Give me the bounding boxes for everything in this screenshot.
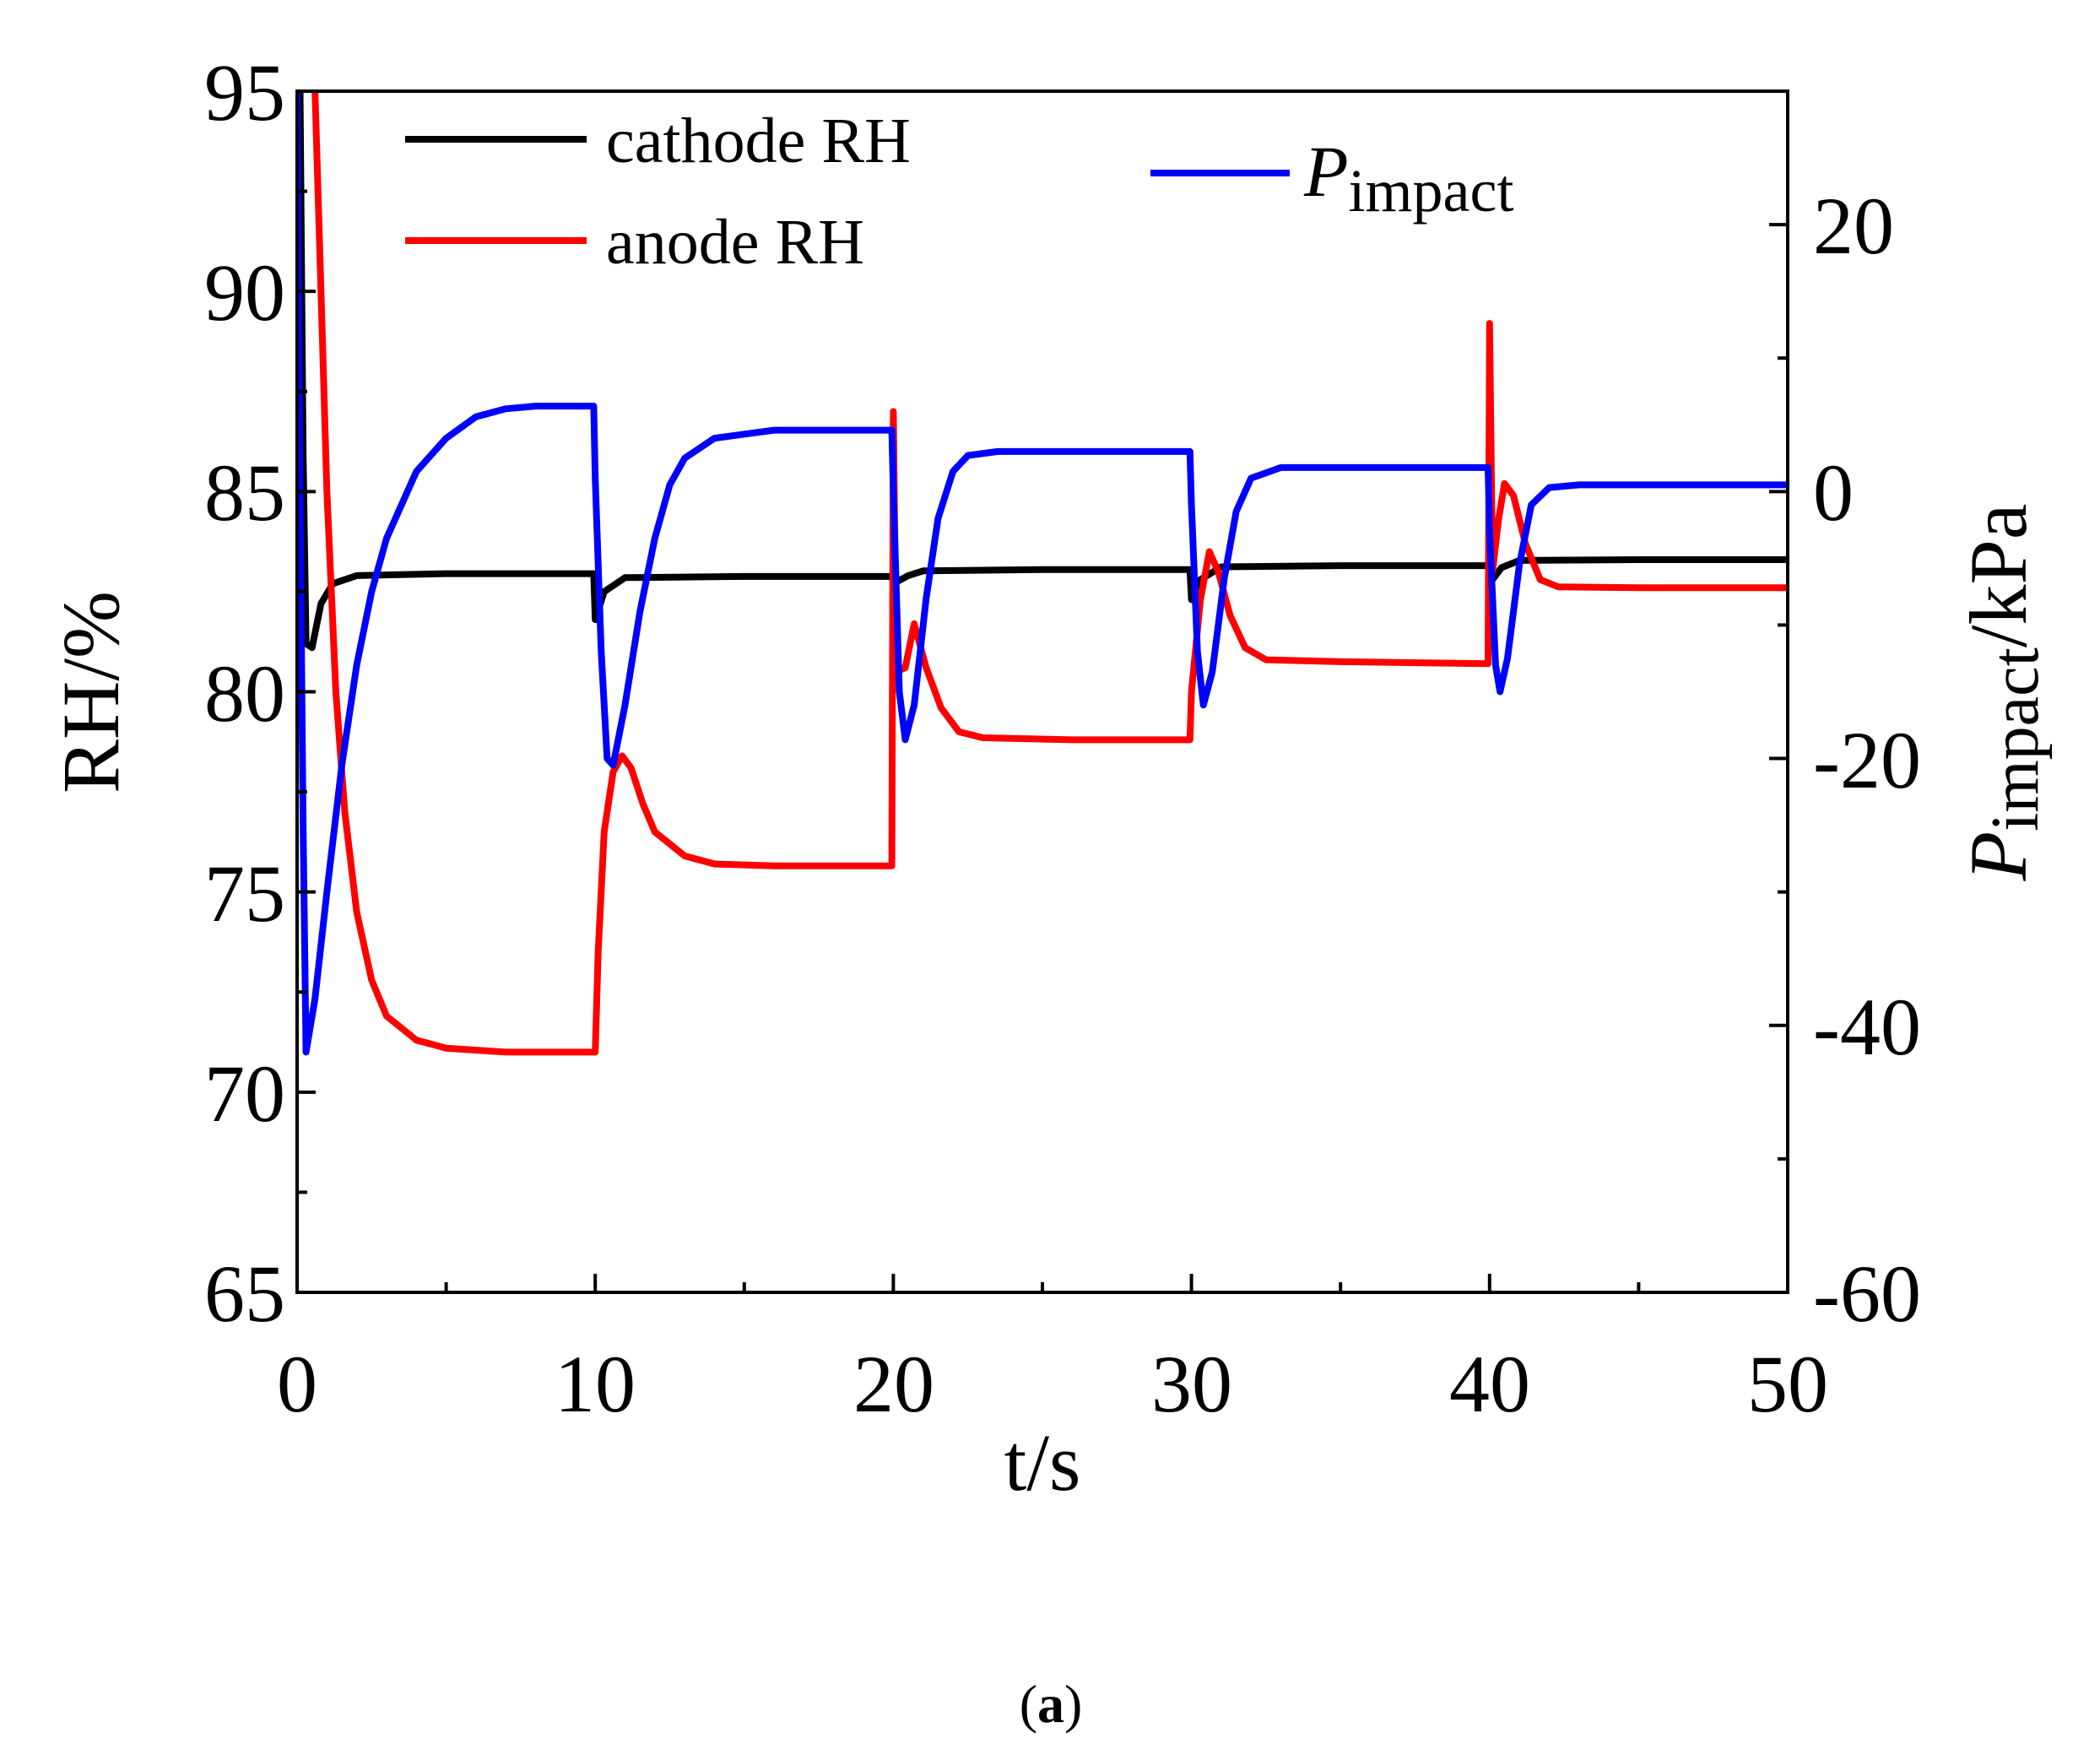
x-tick-label: 20 [853,1339,934,1429]
series-group [297,91,1788,1056]
y-left-tick-label: 80 [204,648,285,739]
legend-label-cathode: cathode RH [606,106,911,176]
y-left-tick-label: 65 [204,1248,285,1339]
x-tick-label: 40 [1449,1339,1530,1429]
tick-marks [295,89,1789,1294]
plot-frame [295,89,1789,1294]
y-left-tick-label: 95 [204,47,285,138]
legend-label-p-impact: Pimpact [1303,131,1513,225]
x-axis-title: t/s [1004,1417,1081,1508]
anode-rh-line [311,91,1788,1056]
subfigure-caption: (a) [1020,1674,1083,1734]
y-right-tick-label: 0 [1813,447,1854,538]
y-right-axis-title: Pimpact/kPa [1953,503,2053,881]
x-tick-label: 50 [1747,1339,1828,1429]
x-tick-label: 0 [277,1339,317,1429]
y-left-tick-label: 75 [204,848,285,939]
y-left-tick-label: 70 [204,1048,285,1139]
y-right-tick-label: 20 [1813,181,1894,271]
legend: cathode RH anode RH Pimpact [405,106,1513,278]
x-tick-label: 10 [555,1339,636,1429]
x-tick-label: 30 [1151,1339,1232,1429]
y-left-tick-label: 85 [204,447,285,538]
legend-label-anode: anode RH [606,207,864,278]
y-left-tick-label: 90 [204,247,285,338]
y-right-tick-label: -40 [1813,982,1921,1072]
cathode-rh-line [297,91,1788,652]
y-right-tick-label: -60 [1813,1248,1921,1339]
y-left-axis-title: RH/% [46,591,136,793]
p-impact-line [297,91,1788,1056]
y-right-tick-label: -20 [1813,715,1921,805]
